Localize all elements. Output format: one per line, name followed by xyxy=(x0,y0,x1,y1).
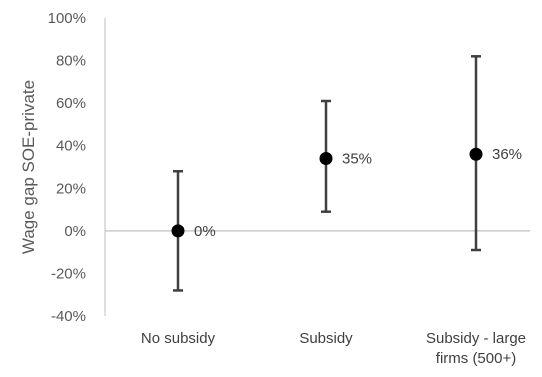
data-point xyxy=(469,147,483,161)
x-category-label: firms (500+) xyxy=(436,350,516,367)
y-tick-label: 0% xyxy=(64,223,86,240)
data-point xyxy=(319,151,333,165)
x-category-label: Subsidy - large xyxy=(426,330,526,347)
x-category-label: Subsidy xyxy=(299,330,353,347)
y-tick-label: 80% xyxy=(56,53,86,70)
data-label: 36% xyxy=(492,146,522,163)
x-axis-categories: No subsidy Subsidy Subsidy - large firms (5… xyxy=(141,330,526,367)
y-axis-label: Wage gap SOE-private xyxy=(19,80,38,254)
y-tick-label: 40% xyxy=(56,138,86,155)
data-label: 35% xyxy=(342,150,372,167)
axes xyxy=(104,18,530,316)
y-tick-label: 60% xyxy=(56,95,86,112)
x-category-label: No subsidy xyxy=(141,330,216,347)
y-axis-ticks: -40% -20% 0% 20% 40% 60% 80% 100% xyxy=(48,10,86,325)
y-tick-label: -40% xyxy=(51,308,86,325)
y-tick-label: 100% xyxy=(48,10,86,27)
data-marks: 0% 35% 36% xyxy=(171,55,522,292)
y-tick-label: 20% xyxy=(56,180,86,197)
y-tick-label: -20% xyxy=(51,265,86,282)
data-point xyxy=(171,224,185,238)
data-label: 0% xyxy=(194,223,216,240)
